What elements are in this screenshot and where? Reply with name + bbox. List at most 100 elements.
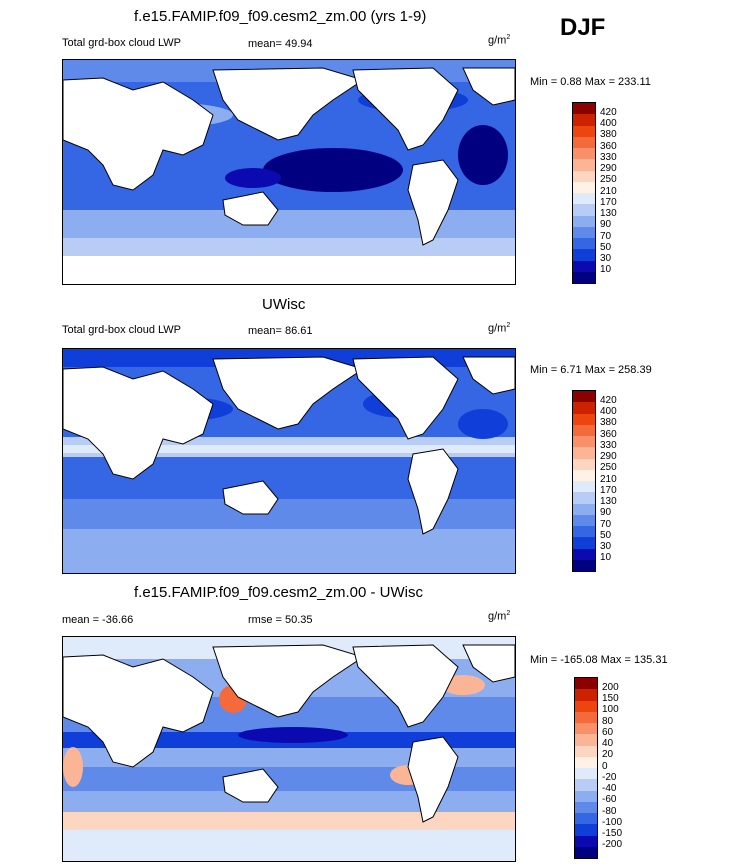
panel-1-colorbar-tick: 420 — [600, 107, 617, 118]
panel-3-map — [62, 636, 516, 862]
panel-2-colorbar-swatch — [573, 458, 595, 470]
panel-2-colorbar-tick: 360 — [600, 429, 617, 440]
panel-1-colorbar-swatch — [573, 148, 595, 160]
panel-1-colorbar-tick: 210 — [600, 186, 617, 197]
panel-1-map — [62, 59, 516, 285]
panel-1-colorbar-swatch — [573, 260, 595, 272]
panel-3-colorbar-swatch — [575, 745, 597, 757]
panel-1-colorbar-tick: 290 — [600, 163, 617, 174]
panel-1-colorbar-swatch — [573, 159, 595, 171]
panel-1-colorbar-swatch — [573, 181, 595, 193]
panel-3-colorbar-tick: 20 — [602, 749, 614, 760]
panel-2-colorbar-swatch — [573, 537, 595, 549]
panel-1-colorbar-tick: 250 — [600, 174, 617, 185]
panel-3-colorbar-tick: -80 — [602, 806, 617, 817]
panel-1-colorbar — [572, 102, 596, 284]
panel-2-colorbar-tick: 130 — [600, 496, 617, 507]
panel-2-colorbar-swatch — [573, 391, 595, 403]
panel-3-rmse-label: rmse = 50.35 — [248, 614, 313, 626]
panel-1-colorbar-swatch — [573, 249, 595, 261]
panel-2-colorbar-swatch — [573, 447, 595, 459]
panel-2-colorbar-swatch — [573, 503, 595, 515]
panel-3-colorbar-tick: -60 — [602, 794, 617, 805]
panel-3-colorbar-swatch — [575, 768, 597, 780]
panel-1-colorbar-swatch — [573, 238, 595, 250]
panel-1-colorbar-tick: 90 — [600, 219, 612, 230]
panel-3-colorbar-swatch — [575, 734, 597, 746]
panel-2-colorbar-tick: 380 — [600, 417, 617, 428]
panel-3-colorbar-tick: 0 — [602, 761, 608, 772]
panel-1-colorbar-swatch — [573, 125, 595, 137]
panel-1-colorbar-swatch — [573, 103, 595, 115]
panel-1-colorbar-tick: 70 — [600, 231, 612, 242]
panel-3-colorbar-tick: -200 — [602, 839, 623, 850]
panel-1-colorbar-swatch — [573, 193, 595, 205]
panel-1-colorbar-swatch — [573, 170, 595, 182]
panel-2-colorbar-swatch — [573, 559, 595, 571]
panel-2-colorbar-swatch — [573, 481, 595, 493]
panel-1-minmax: Min = 0.88 Max = 233.11 — [530, 76, 651, 88]
panel-1-mean-label: mean= 49.94 — [248, 38, 313, 50]
panel-2-colorbar-tick: 170 — [600, 485, 617, 496]
panel-3-title: f.e15.FAMIP.f09_f09.cesm2_zm.00 - UWisc — [134, 584, 424, 601]
panel-2-colorbar-tick: 70 — [600, 519, 612, 530]
panel-3-mean-label: mean = -36.66 — [62, 614, 134, 626]
panel-2-colorbar-tick: 10 — [600, 552, 612, 563]
panel-1-variable-label: Total grd-box cloud LWP — [62, 37, 182, 49]
panel-3-colorbar-swatch — [575, 700, 597, 712]
panel-3-colorbar-tick: 40 — [602, 738, 614, 749]
panel-2-colorbar-tick: 290 — [600, 451, 617, 462]
panel-3-colorbar-tick: 80 — [602, 716, 614, 727]
panel-2-colorbar-swatch — [573, 402, 595, 414]
panel-3-colorbar-swatch — [575, 846, 597, 858]
panel-3-colorbar-swatch — [575, 790, 597, 802]
panel-3-colorbar-tick: 100 — [602, 704, 619, 715]
panel-2-colorbar-swatch — [573, 492, 595, 504]
panel-3-colorbar-swatch — [575, 801, 597, 813]
panel-2-colorbar-swatch — [573, 469, 595, 481]
panel-3-colorbar-tick: -40 — [602, 783, 617, 794]
panel-3-colorbar — [574, 677, 598, 859]
panel-1-colorbar-swatch — [573, 204, 595, 216]
panel-2-colorbar-swatch — [573, 424, 595, 436]
panel-1-colorbar-swatch — [573, 136, 595, 148]
panel-3-colorbar-tick: 60 — [602, 727, 614, 738]
panel-2-colorbar-tick: 400 — [600, 406, 617, 417]
panel-3-minmax: Min = -165.08 Max = 135.31 — [530, 654, 668, 666]
panel-1-colorbar-labels: 420 400 380 360 330 290 250 210 170 130 … — [600, 102, 640, 282]
panel-2-units: g/m2 — [488, 322, 511, 335]
panel-3-colorbar-swatch — [575, 756, 597, 768]
panel-1-colorbar-tick: 30 — [600, 253, 612, 264]
panel-2-colorbar-tick: 420 — [600, 395, 617, 406]
panel-3-colorbar-swatch — [575, 835, 597, 847]
panel-3-colorbar-swatch — [575, 678, 597, 690]
panel-3-colorbar-tick: -150 — [602, 828, 623, 839]
panel-3-colorbar-swatch — [575, 779, 597, 791]
panel-1-colorbar-tick: 10 — [600, 264, 612, 275]
panel-1-colorbar-tick: 130 — [600, 208, 617, 219]
panel-3-colorbar-labels: 200 150 100 80 60 40 20 0 -20 -40 -60 -8… — [602, 677, 642, 857]
panel-3-colorbar-tick: 150 — [602, 693, 619, 704]
panel-1-colorbar-tick: 380 — [600, 129, 617, 140]
panel-2-minmax: Min = 6.71 Max = 258.39 — [530, 364, 652, 376]
panel-3-colorbar-swatch — [575, 813, 597, 825]
panel-3-colorbar-tick: 200 — [602, 682, 619, 693]
panel-3-colorbar-swatch — [575, 711, 597, 723]
panel-2-colorbar-swatch — [573, 526, 595, 538]
panel-2-colorbar-swatch — [573, 436, 595, 448]
panel-1-colorbar-tick: 360 — [600, 141, 617, 152]
panel-2-title: UWisc — [262, 296, 306, 313]
panel-2-colorbar-tick: 250 — [600, 462, 617, 473]
panel-2-colorbar-swatch — [573, 514, 595, 526]
season-label: DJF — [560, 14, 606, 41]
panel-3-colorbar-swatch — [575, 689, 597, 701]
panel-2-map — [62, 348, 516, 574]
panel-1-colorbar-swatch — [573, 226, 595, 238]
panel-3-colorbar-tick: -20 — [602, 772, 617, 783]
panel-2-variable-label: Total grd-box cloud LWP — [62, 324, 182, 336]
panel-2-colorbar-tick: 330 — [600, 440, 617, 451]
panel-2-colorbar-tick: 90 — [600, 507, 612, 518]
panel-1-colorbar-tick: 50 — [600, 242, 612, 253]
panel-1-title: f.e15.FAMIP.f09_f09.cesm2_zm.00 (yrs 1-9… — [134, 8, 427, 25]
panel-2-mean-label: mean= 86.61 — [248, 325, 313, 337]
